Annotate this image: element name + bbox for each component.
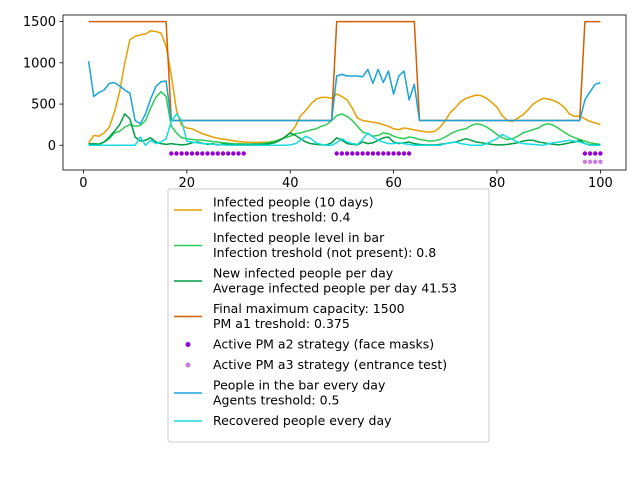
marker-point-0: [189, 151, 195, 156]
series-line-0: [87, 29, 601, 144]
marker-point-0: [334, 151, 339, 156]
series-line-4: [87, 61, 601, 125]
legend-entry: Recovered people every day: [174, 413, 392, 428]
marker-point-0: [184, 151, 189, 156]
x-tick-label: 0: [79, 176, 87, 191]
marker-point-0: [231, 151, 236, 156]
legend-entry: Active PM a3 strategy (entrance test): [185, 357, 447, 372]
legend-label: Infected people level in bar: [213, 230, 385, 245]
marker-point-0: [200, 151, 205, 156]
marker-point-0: [370, 151, 376, 156]
marker-point-0: [339, 151, 345, 156]
x-tick-label: 80: [489, 176, 506, 191]
marker-point-0: [205, 151, 210, 156]
legend-label: Recovered people every day: [213, 413, 392, 428]
marker-point-0: [174, 151, 179, 156]
marker-point-1: [587, 159, 593, 164]
x-tick-label: 100: [588, 176, 613, 191]
marker-point-0: [179, 151, 184, 156]
series-line-5: [88, 113, 601, 147]
marker-point-1: [593, 159, 598, 164]
series-line-3: [88, 20, 601, 122]
marker-point-0: [386, 151, 391, 156]
marker-point-0: [226, 151, 231, 156]
plot-lines: [87, 20, 601, 147]
marker-point-0: [396, 151, 401, 156]
legend-label: Infection treshold: 0.4: [213, 210, 351, 225]
marker-point-0: [360, 151, 365, 156]
x-tick-label: 60: [385, 176, 402, 191]
plot-frame: [62, 14, 627, 171]
y-axis: 0 500 1000 1500: [23, 15, 63, 154]
marker-point-0: [355, 151, 360, 156]
legend-label: New infected people per day: [213, 266, 394, 281]
legend: Infected people (10 days)Infection tresh…: [167, 188, 490, 443]
marker-point-0: [215, 151, 220, 156]
legend-entry: Active PM a2 strategy (face masks): [185, 337, 434, 352]
marker-point-1: [598, 159, 603, 164]
legend-label: Active PM a3 strategy (entrance test): [213, 357, 447, 372]
x-tick-label: 20: [179, 176, 196, 191]
legend-label: Infection treshold (not present): 0.8: [213, 245, 436, 260]
marker-point-1: [582, 159, 588, 164]
legend-label: People in the bar every day: [213, 378, 386, 393]
marker-point-0: [406, 151, 412, 156]
legend-box: [167, 188, 490, 443]
marker-point-0: [365, 151, 370, 156]
marker-point-0: [587, 151, 593, 156]
marker-point-0: [350, 151, 355, 156]
marker-point-0: [598, 151, 603, 156]
y-tick-label: 1000: [23, 56, 56, 71]
marker-point-0: [344, 151, 350, 156]
x-tick-label: 40: [282, 176, 299, 191]
legend-label: PM a1 treshold: 0.375: [213, 316, 350, 331]
marker-point-0: [391, 151, 396, 156]
marker-point-0: [381, 151, 386, 156]
x-axis: 0 20 40 60 80 100: [79, 170, 613, 191]
marker-point-0: [220, 151, 226, 156]
marker-point-0: [401, 151, 407, 156]
marker-point-0: [195, 151, 200, 156]
marker-point-0: [375, 151, 381, 156]
series-line-2: [88, 113, 601, 146]
series-line-1: [88, 90, 601, 146]
legend-label: Final maximum capacity: 1500: [213, 301, 405, 316]
legend-label: Active PM a2 strategy (face masks): [213, 337, 434, 352]
y-tick-label: 1500: [23, 15, 56, 30]
marker-point-0: [593, 151, 598, 156]
plot-markers: [169, 151, 603, 164]
marker-point-0: [236, 151, 241, 156]
marker-point-0: [210, 151, 215, 156]
legend-label: Infected people (10 days): [213, 195, 374, 210]
y-tick-label: 0: [48, 139, 56, 154]
marker-point-0: [241, 151, 246, 156]
legend-label: Agents treshold: 0.5: [213, 393, 340, 408]
y-tick-label: 500: [31, 98, 56, 113]
marker-point-0: [582, 151, 588, 156]
legend-swatch-marker: [185, 342, 191, 347]
legend-swatch-marker: [185, 362, 191, 368]
legend-entry: Infected people (10 days)Infection tresh…: [174, 195, 374, 225]
marker-point-0: [169, 151, 174, 156]
legend-label: Average infected people per day 41.53: [213, 281, 457, 296]
